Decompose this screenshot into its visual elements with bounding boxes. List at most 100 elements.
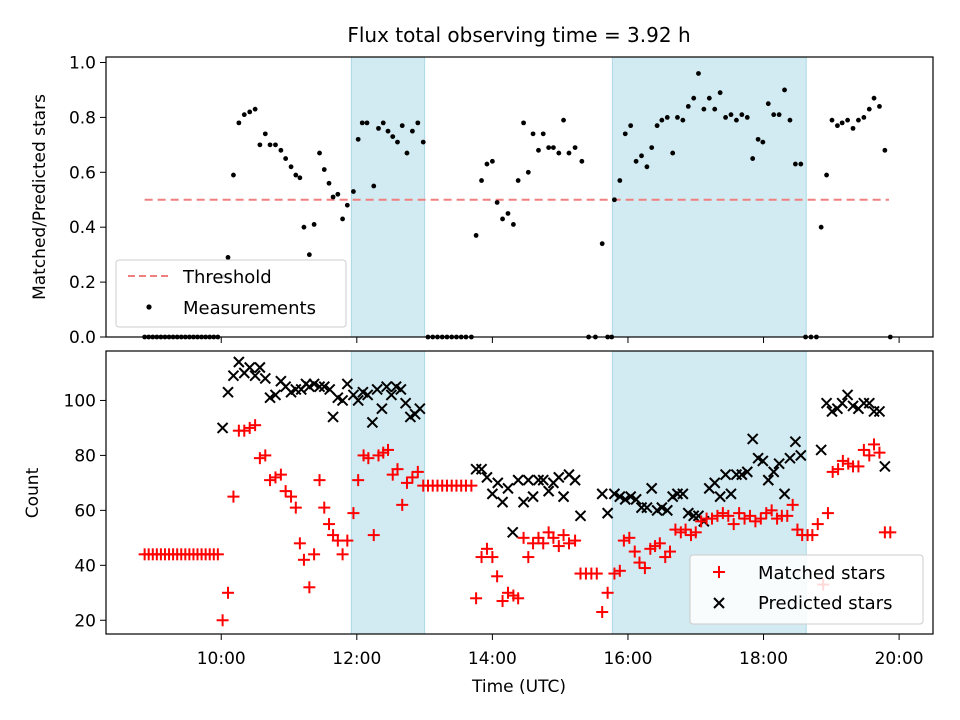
matched-star-marker [596, 606, 609, 619]
predicted-star-marker [371, 383, 383, 396]
matched-star-marker [663, 545, 676, 558]
matched-star-marker [653, 537, 666, 550]
predicted-star-marker [677, 488, 689, 500]
legend-threshold-label: Threshold [182, 267, 272, 288]
bottom-y-axis-label: Count [23, 467, 43, 518]
shaded-interval [350, 56, 426, 338]
matched-star-marker [211, 548, 224, 561]
predicted-star-marker [249, 370, 261, 382]
measurement-point [288, 164, 294, 170]
measurement-point [283, 156, 289, 161]
matched-star-marker [716, 507, 729, 520]
predicted-star-marker [601, 507, 614, 519]
measurement-point [500, 216, 505, 222]
y-tick-label: 1.0 [69, 53, 96, 73]
matched-star-marker [754, 512, 767, 525]
y-tick-label: 0.2 [69, 273, 96, 293]
measurement-point [351, 189, 356, 194]
measurement-point [680, 117, 686, 123]
measurement-point [675, 114, 680, 120]
predicted-star-marker [630, 493, 642, 506]
matched-star-marker [391, 463, 404, 476]
measurement-point [776, 112, 782, 118]
measurement-point [829, 117, 835, 123]
predicted-star-marker [502, 482, 514, 495]
x-tick-label: 20:00 [875, 649, 924, 669]
bottom-legend: Matched stars Predicted stars [689, 554, 924, 625]
matched-star-marker [711, 509, 724, 522]
predicted-star-marker [395, 383, 407, 396]
predicted-star-marker [259, 372, 272, 385]
matched-star-marker [617, 534, 630, 547]
measurement-point [359, 120, 365, 126]
predicted-star-marker [714, 490, 726, 503]
matched-star-marker [722, 509, 735, 522]
matched-star-marker [608, 567, 621, 580]
measurement-point [390, 134, 396, 140]
y-tick-label: 40 [74, 556, 96, 576]
predicted-star-marker [863, 397, 875, 409]
predicted-star-marker [736, 468, 748, 481]
predicted-star-marker [522, 474, 535, 486]
measurement-point [622, 131, 628, 137]
measurement-point [525, 169, 531, 175]
measurement-point [734, 117, 739, 123]
measurement-point [787, 117, 793, 123]
matched-star-marker [562, 537, 575, 550]
matched-star-marker [857, 443, 870, 456]
measurement-point [321, 167, 327, 172]
matched-star-marker [259, 449, 272, 462]
measurement-point [241, 112, 247, 118]
matched-star-marker [552, 540, 565, 553]
matched-star-marker [293, 537, 306, 550]
predicted-star-marker [873, 405, 886, 418]
predicted-star-marker [789, 435, 802, 448]
measurement-point [380, 120, 386, 126]
measurement-point [691, 95, 697, 101]
matched-star-marker [249, 419, 262, 432]
measurement-point [231, 172, 236, 178]
y-tick-label: 0.0 [69, 328, 96, 348]
measurement-point [739, 112, 745, 118]
matched-star-marker [308, 548, 321, 561]
measurement-point [685, 104, 691, 109]
predicted-star-marker [313, 381, 326, 393]
matched-star-marker [238, 424, 251, 437]
legend-matched-label: Matched stars [758, 563, 885, 584]
matched-star-marker [367, 529, 380, 542]
measurement-point [750, 156, 756, 161]
chart-title: Flux total observing time = 3.92 h [347, 23, 690, 47]
matched-star-marker [336, 548, 349, 561]
measurement-point [633, 158, 639, 164]
predicted-star-marker [222, 386, 234, 398]
predicted-star-marker [757, 455, 769, 467]
matched-star-marker [786, 498, 799, 511]
matched-star-marker [470, 592, 483, 605]
measurement-point [344, 202, 350, 208]
measurement-point [479, 178, 484, 183]
matched-star-marker [749, 515, 762, 528]
matched-star-marker [289, 501, 302, 514]
predicted-star-marker [784, 452, 796, 464]
matched-star-marker [601, 586, 614, 599]
matched-star-marker [486, 551, 499, 564]
measurement-point [297, 175, 303, 181]
measurement-point [330, 194, 336, 200]
matched-star-marker [613, 564, 626, 577]
predicted-star-marker [746, 433, 759, 445]
matched-star-marker [347, 507, 360, 520]
matched-star-marker [279, 485, 292, 498]
matched-star-marker [303, 581, 316, 594]
measurement-point [376, 125, 381, 131]
measurement-point [839, 120, 845, 126]
measurement-point [273, 142, 278, 148]
predicted-star-marker [486, 488, 499, 500]
measurement-point [494, 200, 500, 205]
predicted-star-marker [244, 361, 256, 374]
measurement-point [877, 104, 882, 109]
measurement-point [882, 147, 888, 153]
measurement-point [871, 95, 877, 101]
predicted-star-marker [815, 444, 827, 456]
matched-star-marker [243, 421, 256, 434]
